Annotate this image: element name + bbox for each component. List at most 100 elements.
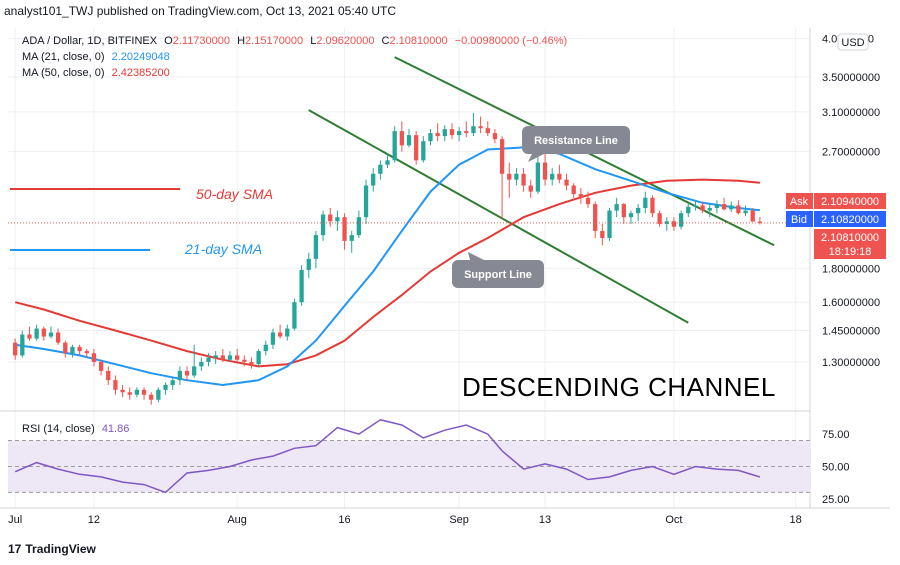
candle-body	[406, 135, 412, 146]
bid-tag-label: Bid	[791, 214, 807, 226]
last-price-value: 2.10810000	[821, 232, 879, 244]
footer: 17 TradingView	[0, 537, 900, 565]
candle-body	[378, 164, 383, 174]
candle-body	[521, 173, 526, 186]
candle-body	[671, 221, 677, 227]
candle-body	[41, 328, 46, 337]
legend-ma21: MA (21, close, 0) 2.20249048	[22, 51, 170, 63]
legend-rsi-label: RSI (14, close)	[22, 423, 95, 435]
candle-body	[98, 361, 104, 371]
price-tick-label: 3.50000000	[822, 72, 880, 84]
annotations: 50-day SMA 21-day SMA Resistance Line Suppo…	[10, 126, 775, 402]
time-tick-label: 12	[88, 514, 100, 526]
rsi-line-group	[14, 418, 761, 494]
candle-body	[156, 389, 161, 400]
candle-body	[320, 214, 326, 236]
candle-body	[249, 361, 254, 365]
candle-body	[700, 205, 705, 211]
candle-body	[13, 342, 18, 356]
candle-body	[478, 126, 483, 129]
candle-body	[170, 380, 175, 385]
price-tick-label: 1.45000000	[822, 326, 880, 338]
bid-tag-box	[786, 211, 813, 227]
candle-body	[621, 204, 626, 218]
candle-body	[292, 302, 297, 329]
bid-value: 2.10820000	[821, 214, 879, 226]
candle-body	[399, 131, 404, 146]
support-label: Support Line	[464, 269, 532, 281]
price-tick-label: 1.60000000	[822, 297, 880, 309]
price-tick-label: 3.10000000	[822, 107, 880, 119]
legend-ma50-value: 2.42385200	[112, 67, 170, 79]
candle-body	[163, 384, 168, 390]
candle-body	[750, 210, 755, 222]
time-tick-label: Oct	[665, 514, 682, 526]
legend-h-value: 2.15170000	[245, 35, 303, 47]
candle-body	[614, 204, 619, 211]
ma21-line	[15, 146, 761, 387]
legend-h-label: H	[237, 35, 245, 47]
candle-body	[220, 355, 225, 360]
candle-body	[550, 173, 555, 180]
candle-body	[199, 361, 204, 367]
resistance-callout-box	[522, 126, 630, 154]
candle-body	[485, 128, 490, 134]
candle-body	[234, 355, 240, 360]
currency-label: USD	[841, 37, 864, 49]
candle-body	[714, 204, 720, 208]
candle-body	[27, 334, 32, 339]
candle-body	[363, 185, 369, 218]
candle-body	[507, 173, 512, 180]
candle-body	[328, 214, 333, 222]
axes: 4.00000003.500000003.100000002.700000001…	[8, 33, 880, 526]
tradingview-logo[interactable]: 17 TradingView	[8, 542, 96, 556]
ask-tag-box	[786, 193, 813, 209]
candle-body	[464, 131, 469, 134]
candle-body	[392, 131, 397, 161]
sma21-annotation: 21-day SMA	[184, 241, 262, 257]
legend-ma21-label: MA (21, close, 0)	[22, 51, 105, 63]
candle-body	[707, 207, 712, 211]
rsi-line	[14, 418, 761, 494]
candle-body	[277, 332, 283, 337]
candle-body	[499, 139, 505, 174]
candle-body	[149, 394, 154, 400]
candle-body	[435, 133, 440, 137]
candle-body	[535, 162, 541, 192]
trading-chart[interactable]: 50-day SMA 21-day SMA Resistance Line Suppo…	[0, 0, 900, 537]
legend-c-value: 2.10810000	[390, 35, 448, 47]
candle-body	[84, 351, 89, 354]
candle-body	[342, 217, 347, 241]
candle-body	[442, 129, 447, 137]
candle-body	[657, 213, 662, 224]
resistance-label: Resistance Line	[534, 135, 618, 147]
legend-ma21-value: 2.20249048	[112, 51, 170, 63]
candle-body	[428, 133, 433, 142]
candle-body	[299, 269, 304, 303]
legend-o-value: 2.11730000	[173, 35, 230, 47]
price-grid	[0, 28, 890, 509]
legend-symbol: ADA / Dollar, 1D, BITFINEX	[22, 35, 158, 47]
legend-c-label: C	[382, 35, 390, 47]
publish-header: analyst101_TWJ published on TradingView.…	[4, 4, 396, 18]
ask-value: 2.10940000	[821, 196, 879, 208]
candle-body	[48, 332, 54, 337]
ask-value-box	[814, 193, 886, 209]
candle-body	[242, 359, 247, 362]
candles	[8, 112, 810, 405]
candle-body	[34, 328, 39, 339]
legend-change: −0.00980000 (−0.46%)	[455, 35, 568, 47]
price-tick-label: 1.30000000	[822, 357, 880, 369]
rsi-tick-label: 25.00	[822, 494, 850, 506]
candle-body	[356, 217, 362, 236]
candle-body	[757, 221, 763, 223]
support-callout-box	[452, 260, 544, 288]
candle-body	[421, 141, 426, 161]
candle-body	[20, 334, 25, 356]
price-tags: Ask 2.10940000 Bid 2.10820000 2.10810000 18:1…	[786, 193, 886, 259]
candle-body	[91, 353, 97, 362]
candle-body	[77, 346, 82, 352]
candle-body	[578, 194, 584, 198]
legend-rsi-value: 41.86	[102, 423, 130, 435]
candle-body	[120, 389, 125, 393]
